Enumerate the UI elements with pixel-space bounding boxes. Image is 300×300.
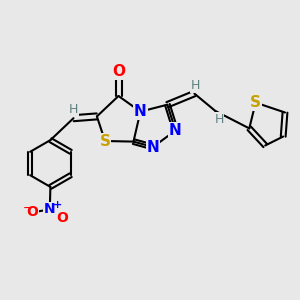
Text: H: H [69, 103, 78, 116]
Text: H: H [191, 79, 201, 92]
Text: N: N [147, 140, 159, 154]
Text: H: H [214, 113, 224, 126]
Text: O: O [112, 64, 125, 79]
Text: +: + [53, 200, 62, 210]
Text: O: O [56, 211, 68, 225]
Text: N: N [44, 202, 56, 216]
Text: N: N [134, 104, 147, 119]
Text: S: S [100, 134, 110, 148]
Text: O: O [26, 206, 38, 219]
Text: S: S [250, 95, 261, 110]
Text: −: − [22, 202, 33, 215]
Text: N: N [169, 123, 182, 138]
